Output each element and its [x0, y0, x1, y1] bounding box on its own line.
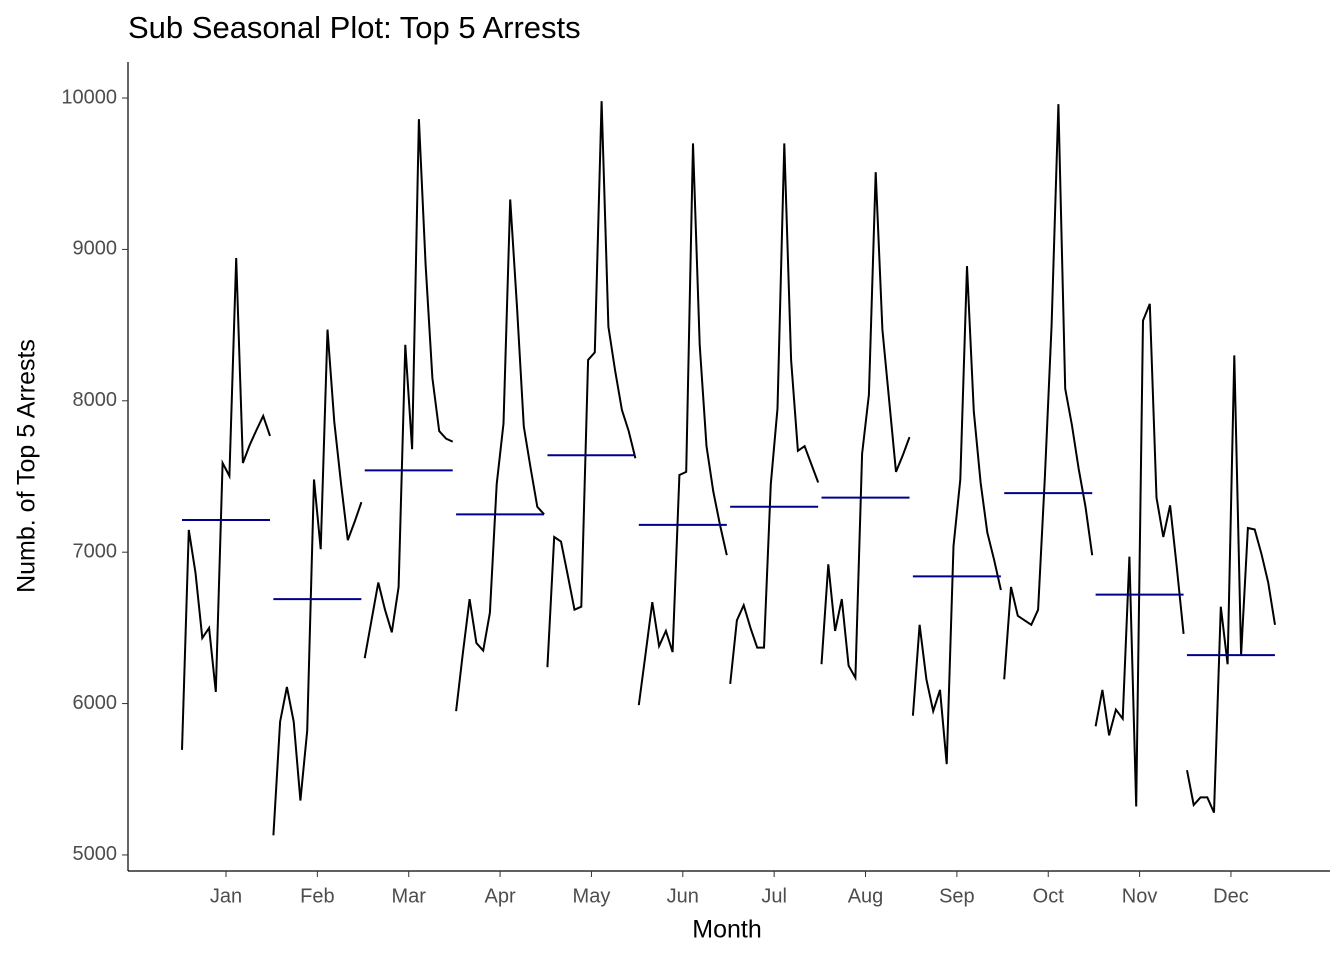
month-line	[637, 143, 728, 706]
y-tick-label: 6000	[73, 692, 118, 714]
y-tick-label: 9000	[73, 238, 118, 260]
month-line	[1186, 355, 1276, 814]
x-axis-title: Month	[692, 916, 761, 944]
x-tick-label: Oct	[1033, 885, 1065, 907]
x-tick-label: Feb	[300, 885, 334, 907]
x-tick-label: Jun	[667, 885, 699, 907]
month-line	[1003, 104, 1094, 680]
x-tick-label: Aug	[848, 885, 884, 907]
month-line	[820, 172, 911, 682]
x-tick-label: Apr	[485, 885, 516, 907]
chart-title: Sub Seasonal Plot: Top 5 Arrests	[128, 10, 581, 45]
month-line	[911, 266, 1002, 765]
month-line	[455, 199, 545, 712]
x-tick-label: Jan	[210, 885, 242, 907]
y-tick-label: 5000	[73, 843, 118, 865]
y-tick-label: 10000	[61, 86, 117, 108]
x-tick-label: Dec	[1213, 885, 1249, 907]
y-tick-label: 8000	[73, 389, 118, 411]
y-tick-label: 7000	[73, 540, 118, 562]
month-line	[272, 329, 363, 836]
x-tick-label: May	[573, 885, 611, 907]
month-line	[363, 119, 454, 659]
y-axis-title: Numb. of Top 5 Arrests	[13, 339, 41, 593]
x-tick-label: Mar	[391, 885, 426, 907]
x-tick-label: Jul	[761, 885, 787, 907]
x-tick-label: Sep	[939, 885, 975, 907]
x-tick-label: Nov	[1122, 885, 1158, 907]
month-line	[729, 143, 820, 685]
month-line	[1094, 303, 1185, 807]
month-line	[181, 257, 271, 750]
month-line	[546, 101, 637, 668]
